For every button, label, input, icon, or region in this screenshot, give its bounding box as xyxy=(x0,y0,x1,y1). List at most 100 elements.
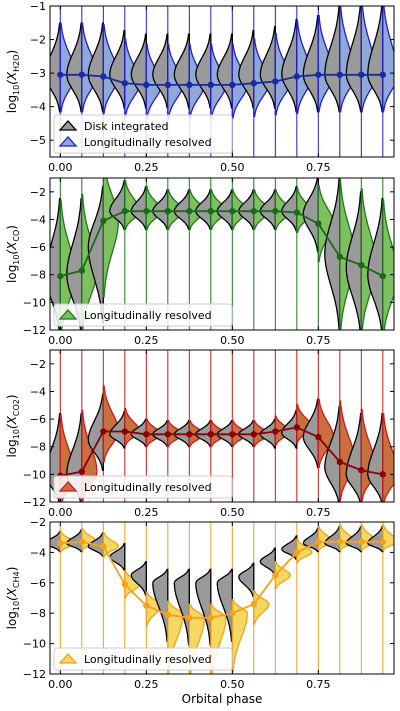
violin-disk-integrated xyxy=(87,22,104,113)
median-point xyxy=(229,431,236,438)
median-point xyxy=(121,207,129,215)
median-point xyxy=(336,71,344,78)
violin-disk-integrated xyxy=(173,33,190,109)
median-point xyxy=(358,71,365,78)
violin-disk-integrated xyxy=(130,561,147,596)
median-point xyxy=(315,538,322,545)
y-tick-label: −2 xyxy=(30,358,46,371)
median-point xyxy=(229,610,236,617)
x-tick-label: 0.75 xyxy=(306,334,331,347)
violin-disk-integrated xyxy=(324,525,341,553)
y-tick-label: −2 xyxy=(30,516,46,529)
violin-disk-integrated xyxy=(367,412,384,502)
median-point xyxy=(57,272,64,280)
median-line xyxy=(60,426,383,477)
axes-frame xyxy=(49,5,395,158)
panel-2: −12 −10 −8 −6 −4 −2 0.00 0.25 0.50 0.75 log10(XCO)… xyxy=(5,177,395,347)
median-point xyxy=(207,614,215,621)
median-point xyxy=(164,207,172,215)
median-point xyxy=(143,207,150,215)
y-tick-label: −2 xyxy=(30,186,46,199)
violin-disk-integrated xyxy=(367,6,384,113)
violin-longitudinal xyxy=(382,6,394,113)
violin-disk-integrated xyxy=(281,186,298,232)
violin-disk-integrated xyxy=(367,198,384,330)
median-point xyxy=(207,207,215,215)
violin-longitudinal xyxy=(102,532,119,558)
median-line xyxy=(60,540,383,619)
violin-disk-integrated xyxy=(324,6,341,113)
violin-disk-integrated xyxy=(195,189,212,231)
median-point xyxy=(379,272,387,280)
median-point xyxy=(358,467,365,474)
axes-frame xyxy=(49,521,395,675)
violin-disk-integrated xyxy=(302,527,319,553)
violin-longitudinal xyxy=(382,524,394,551)
violin-disk-integrated xyxy=(259,26,276,109)
axes-frame xyxy=(49,349,395,503)
median-point xyxy=(78,267,86,274)
violin-disk-integrated xyxy=(238,562,255,598)
median-point xyxy=(250,79,258,87)
median-point xyxy=(121,581,129,588)
median-point xyxy=(315,71,322,78)
median-point xyxy=(379,471,387,478)
y-tick-label: −2 xyxy=(30,34,46,47)
median-point xyxy=(164,81,172,89)
median-point xyxy=(57,71,64,78)
median-point xyxy=(293,73,301,80)
median-point xyxy=(379,71,387,78)
violin-disk-integrated xyxy=(152,568,169,642)
y-axis-label: log10(XCH4) xyxy=(5,567,21,630)
violin-disk-integrated xyxy=(109,29,126,109)
median-point xyxy=(336,538,344,545)
violin-disk-integrated xyxy=(173,568,190,646)
legend-swatch-longitudinal xyxy=(58,136,78,147)
violin-longitudinal xyxy=(253,590,270,625)
x-tick-label: 0.25 xyxy=(134,334,159,347)
y-tick-label: −12 xyxy=(23,668,46,681)
violin-disk-integrated xyxy=(345,6,362,113)
median-point xyxy=(293,549,301,556)
x-tick-label: 0.75 xyxy=(306,678,331,691)
x-tick-label: 0.50 xyxy=(220,506,245,519)
violin-disk-integrated xyxy=(216,33,233,109)
median-point xyxy=(358,261,365,269)
median-point xyxy=(229,207,236,215)
x-tick-label: 0.50 xyxy=(220,678,245,691)
x-tick-label: 0.50 xyxy=(220,334,245,347)
y-tick-label: −6 xyxy=(30,413,46,426)
y-axis-label: log10(XH2O) xyxy=(5,50,21,113)
median-point xyxy=(186,207,193,215)
median-line xyxy=(60,210,384,277)
legend-label-longitudinal: Longitudinally resolved xyxy=(84,653,212,666)
x-tick-label: 0.00 xyxy=(48,334,73,347)
median-point xyxy=(186,431,193,438)
median-point xyxy=(100,73,107,80)
violin-disk-integrated xyxy=(152,33,169,109)
violin-disk-integrated xyxy=(324,178,341,330)
median-point xyxy=(207,81,215,89)
y-tick-label: −10 xyxy=(23,468,46,481)
violin-disk-integrated xyxy=(109,542,126,571)
median-point xyxy=(229,81,236,89)
violin-disk-integrated xyxy=(367,525,384,553)
median-point xyxy=(78,71,86,78)
legend-label-longitudinal: Longitudinally resolved xyxy=(84,309,212,322)
violin-longitudinal xyxy=(339,400,356,501)
violin-disk-integrated xyxy=(259,189,276,231)
median-point xyxy=(379,538,387,545)
y-tick-label: −10 xyxy=(23,296,46,309)
median-point xyxy=(358,538,365,545)
violin-longitudinal xyxy=(382,412,394,502)
violin-disk-integrated xyxy=(152,189,169,231)
median-point xyxy=(143,431,150,438)
violin-longitudinal xyxy=(382,199,394,330)
median-point xyxy=(293,424,301,431)
legend-box xyxy=(53,475,233,499)
median-point xyxy=(293,209,301,216)
median-point xyxy=(121,428,129,435)
legend-box xyxy=(53,303,233,327)
x-tick-label: 0.00 xyxy=(48,506,73,519)
y-tick-label: −8 xyxy=(30,607,46,620)
